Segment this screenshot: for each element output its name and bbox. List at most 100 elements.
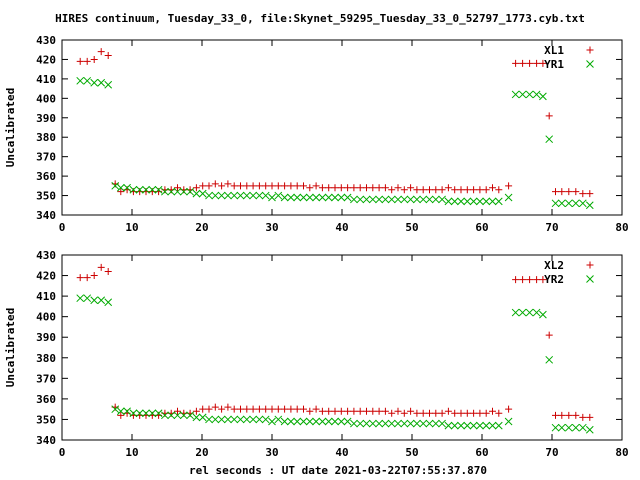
- data-point: [217, 415, 226, 424]
- data-point: [299, 193, 308, 202]
- data-point: [205, 405, 213, 413]
- legend-marker: [586, 46, 594, 54]
- data-point: [552, 411, 559, 419]
- data-point: [387, 419, 396, 428]
- data-point: [243, 182, 251, 190]
- x-tick-label: 20: [195, 221, 208, 234]
- data-point: [545, 331, 553, 339]
- data-point: [363, 407, 370, 415]
- data-point: [293, 405, 301, 413]
- data-point: [413, 419, 421, 428]
- data-point: [230, 182, 238, 190]
- y-tick-label: 360: [36, 170, 56, 183]
- data-point: [450, 421, 459, 430]
- data-point: [425, 419, 434, 428]
- data-point: [539, 276, 547, 284]
- data-point: [504, 193, 513, 202]
- data-point: [255, 182, 263, 190]
- data-point: [532, 308, 541, 317]
- data-point: [261, 415, 270, 424]
- data-point: [224, 415, 232, 424]
- data-point: [432, 186, 440, 194]
- data-point: [394, 407, 402, 415]
- y-tick-label: 430: [36, 34, 56, 47]
- data-point: [300, 405, 307, 413]
- data-point: [419, 409, 427, 417]
- data-point: [325, 407, 333, 415]
- data-point: [211, 403, 219, 411]
- data-point: [237, 182, 244, 190]
- data-point: [135, 185, 144, 194]
- data-point: [76, 294, 85, 303]
- data-point: [488, 197, 497, 206]
- data-point: [476, 409, 484, 417]
- data-point: [192, 184, 200, 192]
- data-point: [90, 78, 99, 87]
- data-point: [407, 407, 415, 415]
- data-point: [419, 419, 428, 428]
- data-point: [578, 423, 587, 432]
- x-tick-label: 40: [335, 221, 348, 234]
- data-point: [533, 59, 541, 67]
- data-point: [325, 184, 333, 192]
- data-point: [268, 417, 276, 426]
- y-tick-label: 370: [36, 372, 56, 385]
- data-point: [179, 187, 188, 196]
- plot-panel-1: 340 350 360 370 380 390 400 410 420 430 0 10 20 30 40 5…: [4, 34, 629, 234]
- data-point: [293, 193, 302, 202]
- x-tick-label: 70: [545, 446, 558, 459]
- data-point: [344, 407, 352, 415]
- data-point: [463, 421, 472, 430]
- data-point: [287, 417, 295, 426]
- data-point: [451, 409, 459, 417]
- data-point: [337, 417, 346, 426]
- data-point: [519, 59, 527, 67]
- data-point: [249, 415, 257, 424]
- data-point: [350, 407, 358, 415]
- y-tick-label: 390: [36, 112, 56, 125]
- data-point: [117, 411, 125, 419]
- data-point: [579, 413, 587, 421]
- data-point: [116, 183, 125, 192]
- data-point: [444, 421, 453, 430]
- data-point: [381, 195, 390, 204]
- data-point: [274, 182, 282, 190]
- data-point: [532, 90, 541, 99]
- data-point: [117, 188, 125, 196]
- data-point: [469, 421, 478, 430]
- data-point: [293, 417, 302, 426]
- data-point: [281, 182, 289, 190]
- data-point: [76, 274, 84, 282]
- data-point: [217, 191, 226, 200]
- x-tick-label: 0: [59, 221, 66, 234]
- data-point: [218, 182, 226, 190]
- y-axis-label: Uncalibrated: [4, 308, 17, 387]
- data-point: [489, 184, 496, 192]
- data-point: [236, 191, 245, 200]
- data-point: [482, 186, 490, 194]
- data-point: [539, 59, 547, 67]
- data-point: [494, 197, 503, 206]
- data-point: [450, 197, 459, 206]
- data-point: [505, 405, 513, 413]
- data-point: [545, 355, 554, 364]
- data-point: [413, 186, 421, 194]
- series-XL2: [76, 263, 594, 421]
- legend-label: XL1: [544, 44, 564, 57]
- data-point: [129, 185, 138, 194]
- data-point: [419, 195, 428, 204]
- data-point: [350, 184, 358, 192]
- data-point: [419, 186, 427, 194]
- data-point: [438, 186, 446, 194]
- data-point: [331, 407, 339, 415]
- data-point: [572, 411, 580, 419]
- y-tick-label: 340: [36, 434, 56, 447]
- plot-panel-2: 340 350 360 370 380 390 400 410 420 430 0 10 20 30 40 5…: [4, 249, 629, 459]
- data-point: [518, 90, 527, 99]
- data-point: [280, 417, 289, 426]
- x-tick-label: 50: [405, 446, 418, 459]
- data-point: [224, 180, 232, 188]
- data-point: [161, 187, 169, 196]
- data-point: [154, 409, 163, 418]
- data-point: [375, 184, 383, 192]
